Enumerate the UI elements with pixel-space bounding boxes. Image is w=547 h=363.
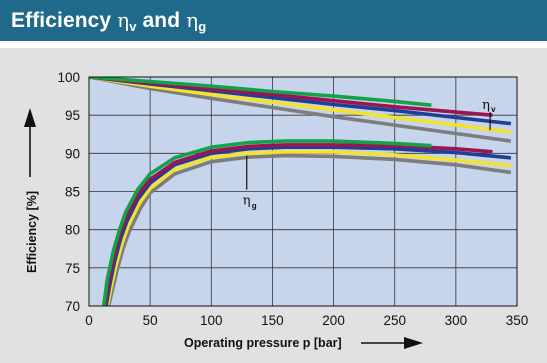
y-tick-label: 100 — [57, 70, 80, 85]
eta-g-subscript: g — [252, 202, 257, 211]
y-tick-label: 75 — [65, 261, 80, 276]
x-tick-label: 250 — [383, 313, 406, 328]
x-tick-label: 350 — [506, 313, 529, 328]
x-tick-label: 100 — [200, 313, 223, 328]
series-lines — [89, 77, 512, 306]
eta-v-symbol: η — [482, 98, 490, 113]
title-sub-g: g — [198, 19, 207, 34]
plot-border — [88, 76, 518, 307]
volumetric-series-line — [89, 77, 432, 107]
annotations: η vη g — [243, 98, 496, 211]
x-tick-label: 300 — [445, 313, 468, 328]
y-tick-labels: 70 75 80 85 90 95 100 — [57, 70, 80, 314]
y-tick-label: 85 — [65, 185, 80, 200]
x-tick-label: 200 — [322, 313, 345, 328]
overall-series-line — [106, 153, 512, 306]
x-axis-arrow — [361, 337, 423, 349]
y-tick-label: 90 — [65, 146, 80, 161]
chart-title: Efficiency ηv and ηg — [11, 8, 206, 33]
volumetric-series-line — [89, 77, 512, 143]
overall-series-line — [103, 143, 493, 306]
y-tick-label: 70 — [65, 299, 80, 314]
y-axis-arrow — [24, 108, 36, 177]
x-tick-label: 50 — [143, 313, 158, 328]
title-eta-v: η — [117, 8, 130, 32]
x-tick-labels: 0 50 100 150 200 250 300 350 — [85, 313, 528, 328]
title-sub-v: v — [129, 19, 137, 34]
x-axis-label: Operating pressure p [bar] — [184, 336, 342, 350]
volumetric-series-line — [89, 77, 512, 134]
title-prefix: Efficiency — [11, 9, 112, 32]
overall-series-line — [104, 145, 512, 306]
header-bar: Efficiency ηv and ηg — [0, 0, 547, 41]
y-axis-label: Efficiency [%] — [25, 191, 39, 273]
eta-g-symbol: η — [243, 194, 251, 209]
title-connector: and — [142, 9, 181, 32]
header-separator — [0, 41, 547, 48]
overall-series-line — [105, 150, 512, 306]
x-tick-label: 0 — [85, 313, 93, 328]
eta-v-subscript: v — [491, 105, 496, 114]
y-tick-label: 80 — [65, 223, 80, 238]
x-tick-label: 150 — [261, 313, 284, 328]
overall-series-line — [101, 139, 432, 306]
title-eta-g: η — [186, 8, 199, 32]
y-tick-label: 95 — [65, 108, 80, 123]
